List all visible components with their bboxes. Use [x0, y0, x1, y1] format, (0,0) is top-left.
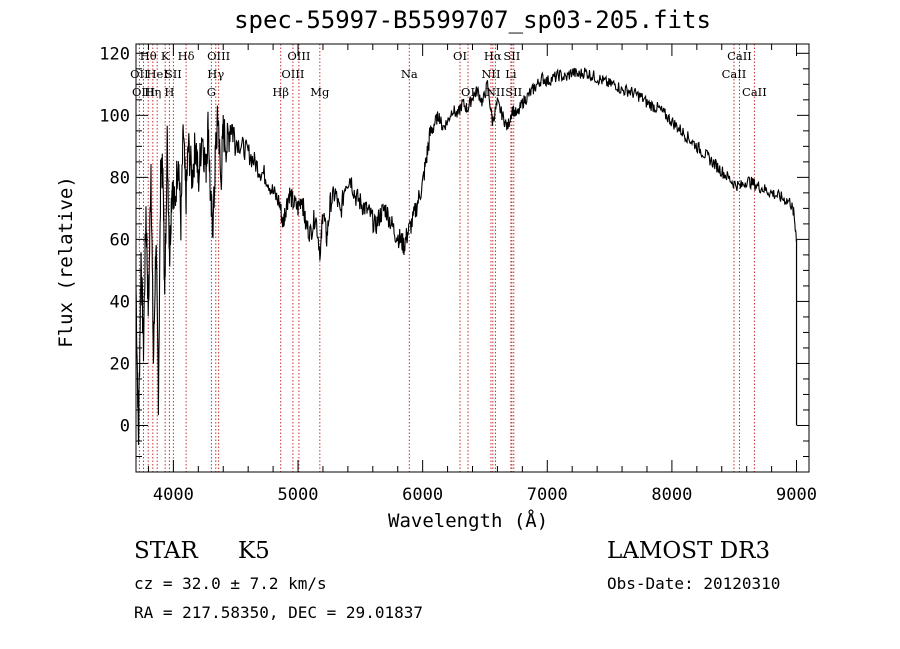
line-label-8: Hδ [178, 49, 195, 63]
y-tick-label-40: 40 [110, 292, 130, 312]
line-label-6: SII [165, 67, 182, 81]
line-label-11: G [207, 85, 216, 99]
x-tick-label-5000: 5000 [278, 485, 319, 505]
x-tick-label-8000: 8000 [651, 485, 692, 505]
line-label-7: H [164, 85, 174, 99]
y-tick-label-100: 100 [99, 106, 130, 126]
y-tick-label-0: 0 [120, 416, 130, 436]
line-label-2: OIII [132, 85, 155, 99]
line-label-24: SII [505, 85, 522, 99]
line-label-0: Hθ [140, 49, 157, 63]
plot-frame [135, 43, 810, 473]
line-label-9: OIII [207, 49, 230, 63]
x-tick-label-4000: 4000 [153, 485, 194, 505]
line-label-3: HeI [146, 67, 167, 81]
line-label-21: NII [486, 85, 505, 99]
y-tick-label-60: 60 [110, 230, 130, 250]
spectrum-series [135, 67, 798, 445]
flux-line [135, 67, 798, 445]
line-label-19: Hα [484, 49, 502, 63]
y-axis-label: Flux (relative) [55, 176, 77, 348]
object-subclass: K5 [238, 538, 270, 564]
line-label-13: OIII [281, 67, 304, 81]
line-label-12: OIII [287, 49, 310, 63]
line-label-1: OII [130, 67, 149, 81]
x-axis-label: Wavelength (Å) [388, 510, 549, 532]
line-label-5: K [161, 49, 170, 63]
y-tick-label-80: 80 [110, 168, 130, 188]
line-label-15: Mg [310, 85, 330, 99]
coordinates-text: RA = 217.58350, DEC = 29.01837 [134, 603, 423, 622]
chart-title: spec-55997-B5599707_sp03-205.fits [234, 6, 711, 34]
line-label-20: NII [481, 67, 500, 81]
line-label-14: Hβ [272, 85, 289, 99]
line-label-23: Li [505, 67, 517, 81]
line-label-4: Hη [144, 85, 161, 99]
line-label-26: CaII [722, 67, 747, 81]
y-tick-label-120: 120 [99, 44, 130, 64]
line-label-25: CaII [727, 49, 752, 63]
x-tick-label-7000: 7000 [527, 485, 568, 505]
line-labels: Hθ OII OIII HeI Hη K SII H Hδ OIII Hγ G OIII OIII Hβ Mg… [130, 49, 767, 99]
axis-ticks: 4000 5000 6000 7000 8000 9000 0 20 40 60 80 100 120 [99, 44, 817, 505]
x-tick-label-9000: 9000 [776, 485, 817, 505]
line-label-17: OI [453, 49, 467, 63]
line-label-27: CaII [742, 85, 767, 99]
line-label-16: Na [401, 67, 418, 81]
y-tick-label-20: 20 [110, 354, 130, 374]
survey-name: LAMOST DR3 [607, 538, 771, 564]
line-label-22: SII [503, 49, 520, 63]
x-tick-label-6000: 6000 [402, 485, 443, 505]
line-label-10: Hγ [207, 67, 224, 81]
observation-date: Obs-Date: 20120310 [607, 574, 781, 593]
redshift-text: cz = 32.0 ± 7.2 km/s [134, 574, 327, 593]
object-class: STAR [134, 538, 198, 564]
line-label-18: OI [461, 85, 475, 99]
